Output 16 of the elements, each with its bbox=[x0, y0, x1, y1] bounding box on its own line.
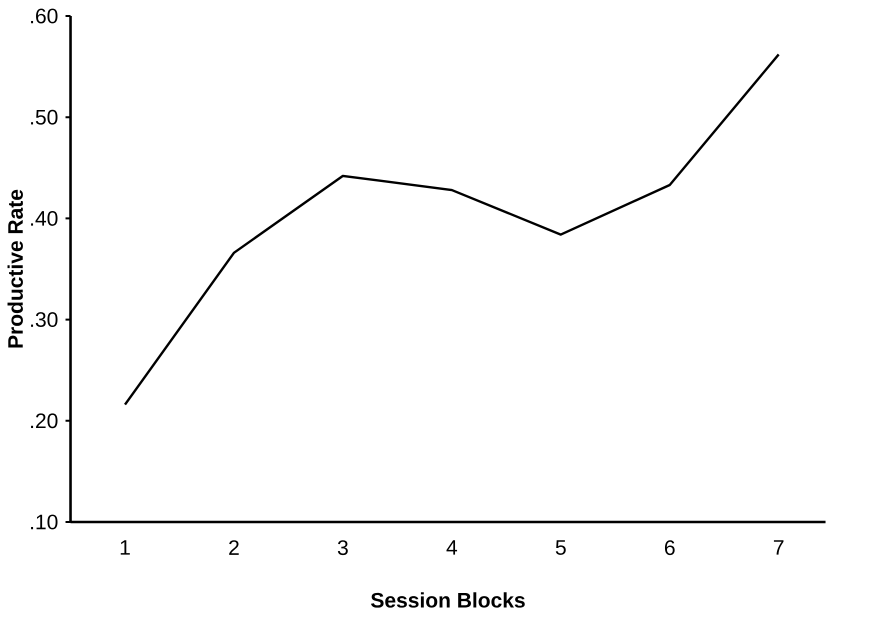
y-axis-title: Productive Rate bbox=[8, 190, 23, 348]
y-tick-label: .50 bbox=[31, 110, 58, 125]
x-tick-label: 4 bbox=[446, 540, 458, 555]
y-tick-label: .60 bbox=[31, 8, 58, 24]
x-tick-label: 1 bbox=[120, 540, 130, 555]
line-series bbox=[124, 53, 780, 406]
y-tick-label: .20 bbox=[31, 413, 58, 428]
y-tick-label: .30 bbox=[31, 312, 58, 328]
x-axis-title: Session Blocks bbox=[371, 592, 525, 608]
y-tick-label: .40 bbox=[31, 210, 58, 226]
y-tick-label: .10 bbox=[31, 514, 58, 530]
x-tick-label: 2 bbox=[229, 540, 239, 555]
x-tick-label: 6 bbox=[664, 540, 675, 556]
x-tick-label: 3 bbox=[338, 540, 348, 556]
x-tick-label: 7 bbox=[774, 540, 784, 555]
x-tick-label: 5 bbox=[556, 540, 566, 555]
